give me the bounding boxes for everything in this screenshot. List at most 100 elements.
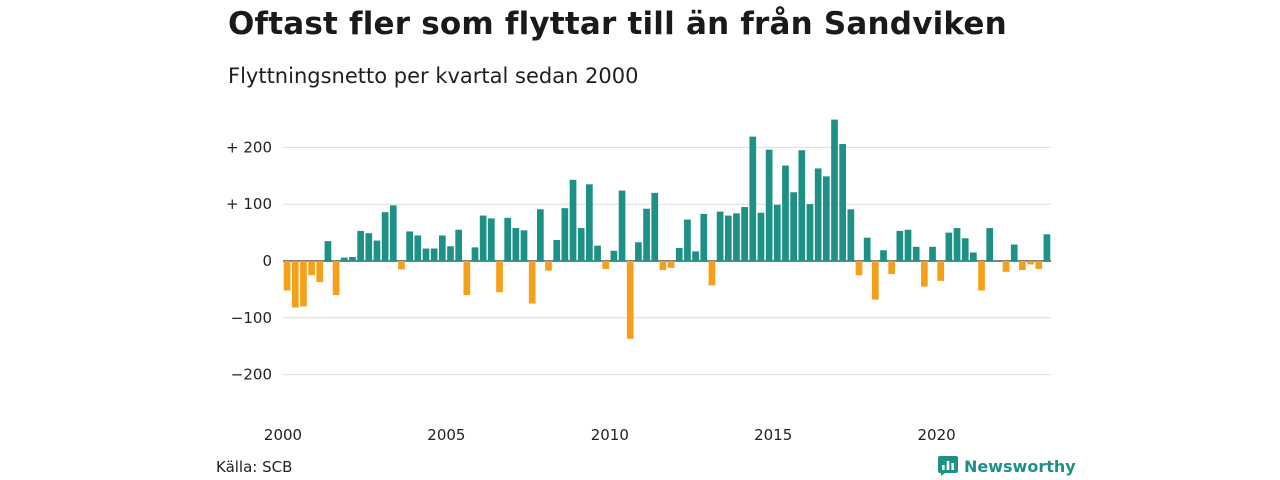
bar (300, 261, 307, 307)
bar (684, 219, 691, 261)
bar (1010, 244, 1018, 261)
bar (651, 192, 659, 261)
bar (945, 232, 953, 261)
y-tick-label: + 200 (226, 138, 272, 156)
newsworthy-logo: Newsworthy (938, 456, 1076, 476)
chart-title: Oftast fler som flyttar till än från San… (228, 6, 1007, 42)
bar (847, 209, 855, 261)
y-tick-label: + 100 (226, 195, 272, 213)
bar (929, 246, 936, 261)
bar (773, 204, 781, 261)
source-note: Källa: SCB (216, 458, 293, 476)
bar (765, 149, 773, 261)
bars (283, 119, 1051, 339)
bar (438, 235, 446, 261)
bar (1019, 261, 1026, 271)
bar (855, 261, 863, 276)
bar (340, 257, 348, 261)
x-axis-labels: 2000 2005 2010 2015 2020 (264, 426, 956, 444)
bar (528, 261, 536, 304)
bar (626, 261, 634, 339)
bar (1035, 261, 1043, 269)
bar (831, 119, 838, 261)
bar (716, 211, 724, 261)
bar (822, 176, 830, 261)
bar (700, 213, 708, 261)
bar (733, 213, 740, 261)
bar (414, 235, 422, 261)
bar (373, 240, 381, 261)
bar (912, 246, 920, 261)
bar (871, 261, 879, 300)
bar (586, 184, 593, 261)
bar (953, 228, 961, 261)
x-tick-label: 2010 (591, 426, 629, 444)
y-tick-label: −200 (231, 366, 272, 384)
bar (349, 257, 356, 261)
y-axis-labels: + 200 + 100 0 −100 −200 (226, 138, 272, 383)
bar (316, 261, 324, 283)
bar (365, 233, 373, 261)
bar (888, 261, 896, 275)
bar (806, 204, 814, 261)
bar (577, 228, 585, 261)
bar (863, 237, 871, 261)
chart-subtitle: Flyttningsnetto per kvartal sedan 2000 (228, 64, 639, 88)
bar (283, 261, 291, 291)
bar (471, 247, 479, 261)
bar (545, 261, 552, 271)
bar (602, 261, 610, 269)
x-tick-label: 2000 (264, 426, 302, 444)
bar (880, 250, 887, 261)
bar (986, 228, 994, 261)
bar (512, 228, 520, 261)
bar (594, 245, 601, 261)
bar (1043, 234, 1051, 261)
bar (659, 261, 667, 271)
bar (839, 143, 847, 261)
bar (569, 179, 577, 261)
bar (422, 248, 430, 261)
bar (561, 208, 569, 261)
bar (643, 208, 650, 261)
bar (1002, 261, 1010, 272)
bar (398, 261, 405, 270)
bar (357, 230, 364, 261)
bar (553, 239, 561, 261)
y-tick-label: −100 (231, 309, 272, 327)
bar (537, 209, 544, 261)
bar (479, 215, 487, 261)
bar (381, 212, 389, 261)
bar (1027, 261, 1034, 265)
bar (504, 217, 512, 261)
bar (961, 238, 969, 261)
bar (447, 246, 454, 261)
bar (921, 261, 928, 287)
brand-name: Newsworthy (964, 456, 1076, 476)
bar (520, 230, 528, 261)
bar (798, 150, 806, 261)
y-tick-label: 0 (262, 252, 272, 270)
bar (978, 261, 985, 291)
x-tick-label: 2015 (754, 426, 792, 444)
bar (757, 212, 765, 261)
bar (667, 261, 675, 268)
x-tick-label: 2020 (918, 426, 956, 444)
bar (618, 190, 626, 261)
bar (937, 261, 945, 281)
bar (904, 229, 912, 261)
bar (896, 230, 904, 261)
bar (291, 261, 299, 308)
bar (610, 250, 618, 261)
bar (814, 168, 822, 261)
bar (332, 261, 340, 296)
bar (324, 241, 332, 261)
bar (741, 207, 748, 261)
bar (496, 261, 503, 293)
bar (782, 165, 789, 261)
bar (463, 261, 471, 296)
bar (308, 261, 315, 276)
bar (724, 215, 732, 261)
bar (749, 136, 757, 261)
bar (790, 192, 797, 261)
